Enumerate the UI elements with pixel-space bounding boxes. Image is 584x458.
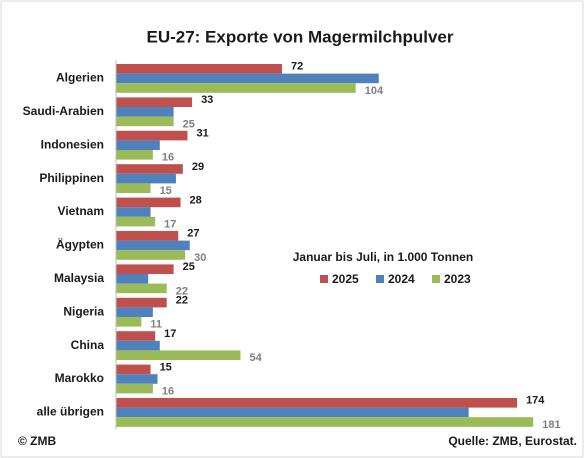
bar (116, 216, 156, 227)
category-label: Indonesien (41, 137, 104, 151)
bar (116, 150, 153, 160)
legend-swatch (376, 275, 384, 283)
bar (116, 274, 149, 284)
value-label: 17 (164, 328, 176, 340)
value-label: 27 (187, 228, 199, 240)
value-label: 22 (176, 285, 188, 297)
bar (116, 130, 188, 141)
bar (116, 398, 518, 408)
bar (116, 374, 158, 384)
bar (116, 250, 186, 260)
category-label: Ägypten (56, 237, 104, 252)
legend-label: 2023 (444, 272, 471, 286)
bar (116, 317, 142, 327)
bar (116, 364, 151, 375)
source: Quelle: ZMB, Eurostat. (448, 434, 577, 448)
value-label: 104 (365, 85, 384, 97)
bar (116, 417, 534, 427)
bar (116, 207, 151, 217)
value-label: 22 (176, 295, 188, 307)
bar (116, 283, 167, 294)
bar (116, 97, 193, 107)
bar (116, 297, 167, 308)
value-label: 11 (150, 319, 162, 331)
category-label: Vietnam (58, 204, 104, 218)
legend-swatch (320, 275, 328, 283)
value-label: 72 (291, 61, 303, 73)
category-label: Nigeria (63, 304, 104, 318)
copyright: © ZMB (18, 434, 57, 448)
value-label: 25 (183, 261, 195, 273)
bar (116, 73, 379, 84)
value-label: 28 (190, 194, 202, 206)
bar (116, 350, 241, 360)
bar (116, 173, 176, 184)
category-label: Saudi-Arabien (23, 104, 104, 118)
value-label: 54 (249, 352, 262, 364)
bar (116, 240, 190, 251)
bar (116, 83, 356, 93)
bar (116, 107, 174, 117)
value-label: 15 (160, 361, 172, 373)
bar (116, 183, 151, 193)
value-label: 30 (194, 252, 206, 264)
bar (116, 407, 469, 418)
bar (116, 340, 160, 351)
category-label: Malaysia (54, 271, 104, 285)
category-label: Marokko (55, 371, 104, 385)
value-label: 15 (160, 185, 172, 197)
bar (116, 140, 160, 150)
value-label: 174 (526, 395, 545, 407)
bar (116, 116, 174, 127)
value-label: 181 (542, 419, 560, 431)
category-label: Algerien (56, 71, 104, 85)
legend-label: 2025 (332, 272, 359, 286)
category-label: China (71, 338, 105, 352)
subtitle: Januar bis Juli, in 1.000 Tonnen (293, 250, 474, 264)
bar (116, 264, 174, 274)
value-label: 25 (183, 118, 195, 130)
bar (116, 383, 153, 394)
chart-title: EU-27: Exporte von Magermilchpulver (146, 27, 453, 46)
value-label: 31 (196, 128, 208, 140)
value-label: 33 (201, 94, 213, 106)
bar (116, 64, 282, 74)
bar (116, 231, 179, 241)
bar (116, 331, 156, 341)
bar (116, 164, 183, 174)
category-label: Philippinen (39, 171, 104, 185)
value-label: 17 (164, 219, 176, 231)
value-label: 16 (162, 386, 174, 398)
legend-label: 2024 (388, 272, 415, 286)
category-label: alle übrigen (37, 405, 104, 419)
legend-swatch (432, 275, 440, 283)
value-label: 29 (192, 161, 204, 173)
bar (116, 307, 153, 317)
bar (116, 197, 181, 208)
value-label: 16 (162, 152, 174, 164)
